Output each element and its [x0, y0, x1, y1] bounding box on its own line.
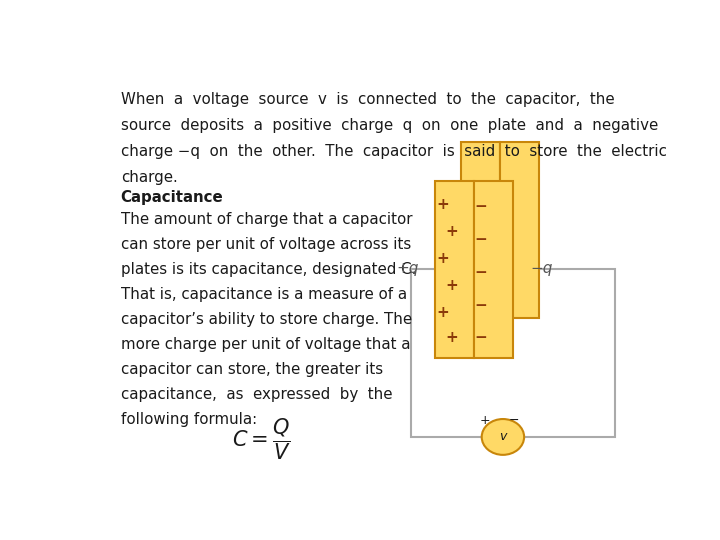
Text: plates is its capacitance, designated C.: plates is its capacitance, designated C. [121, 262, 416, 278]
Bar [411, 268, 615, 437]
Polygon shape [461, 141, 500, 319]
Text: −: − [474, 232, 487, 247]
Polygon shape [500, 141, 539, 319]
Text: The amount of charge that a capacitor: The amount of charge that a capacitor [121, 212, 412, 227]
Text: $C = \dfrac{Q}{V}$: $C = \dfrac{Q}{V}$ [233, 416, 291, 462]
Text: +: + [436, 197, 449, 212]
Text: charge −q  on  the  other.  The  capacitor  is  said  to  store  the  electric: charge −q on the other. The capacitor is… [121, 144, 667, 159]
Text: +: + [445, 278, 458, 293]
Text: charge.: charge. [121, 171, 177, 185]
Text: capacitor can store, the greater its: capacitor can store, the greater its [121, 362, 383, 377]
Text: +: + [445, 224, 458, 239]
Text: −: − [474, 265, 487, 280]
Text: can store per unit of voltage across its: can store per unit of voltage across its [121, 238, 411, 252]
Text: capacitance,  as  expressed  by  the: capacitance, as expressed by the [121, 387, 392, 402]
Text: v: v [499, 430, 507, 443]
Text: +q: +q [397, 261, 419, 276]
Text: When  a  voltage  source  v  is  connected  to  the  capacitor,  the: When a voltage source v is connected to … [121, 92, 614, 107]
Text: −q: −q [531, 261, 553, 276]
Polygon shape [474, 181, 513, 358]
Text: −: − [474, 199, 487, 214]
Text: source  deposits  a  positive  charge  q  on  one  plate  and  a  negative: source deposits a positive charge q on o… [121, 118, 658, 133]
Text: capacitor’s ability to store charge. The: capacitor’s ability to store charge. The [121, 312, 412, 327]
Text: +: + [480, 414, 490, 427]
Ellipse shape [482, 419, 524, 455]
Text: −: − [474, 299, 487, 313]
Text: +: + [436, 251, 449, 266]
Polygon shape [435, 181, 474, 358]
Text: +: + [445, 329, 458, 345]
Text: more charge per unit of voltage that a: more charge per unit of voltage that a [121, 337, 410, 352]
Text: Capacitance: Capacitance [121, 190, 223, 205]
Text: +: + [436, 305, 449, 320]
Text: −: − [474, 329, 487, 345]
Text: That is, capacitance is a measure of a: That is, capacitance is a measure of a [121, 287, 407, 302]
Text: −: − [509, 414, 519, 427]
Text: following formula:: following formula: [121, 412, 257, 427]
